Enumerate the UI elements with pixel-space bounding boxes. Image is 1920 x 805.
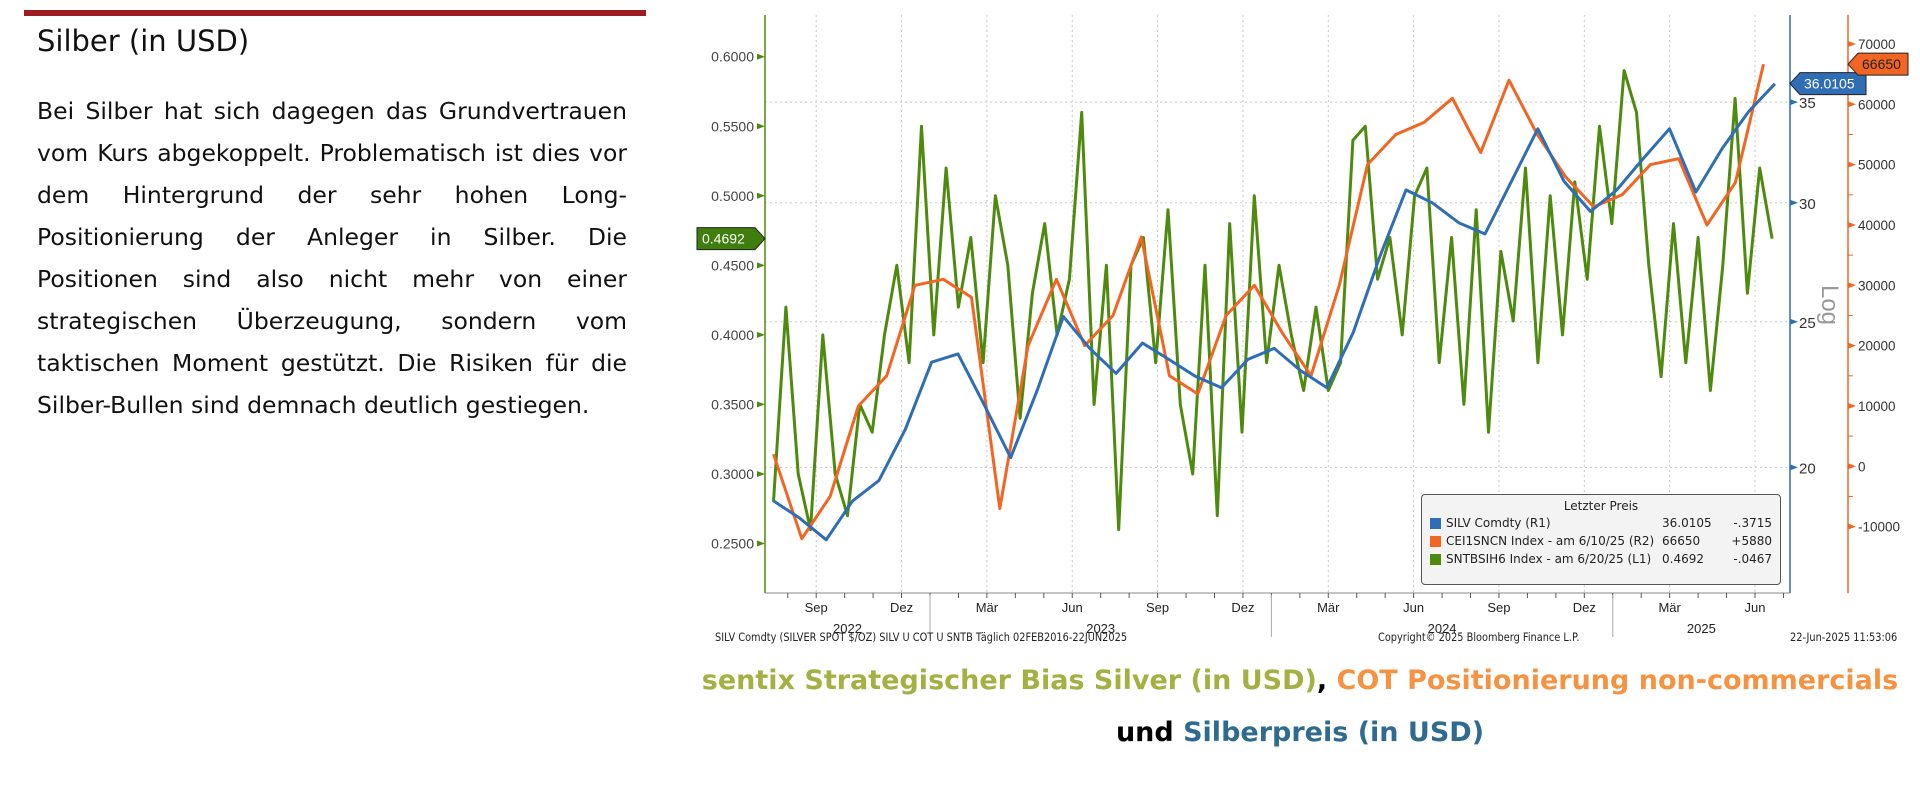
right-tick-label-silver: 25: [1799, 315, 1816, 332]
legend-name: SNTBSIH6 Index - am 6/20/25 (L1): [1446, 552, 1652, 566]
right-tick-label-cot: 0: [1858, 459, 1866, 474]
right-tick-cot: [1848, 402, 1856, 409]
caption-sep: ,: [1316, 665, 1328, 696]
x-year-label: 2025: [1687, 621, 1716, 636]
legend-change: -.3715: [1733, 516, 1772, 530]
silver-last-value-tag: [1789, 72, 1867, 96]
right-tick-label-cot: 40000: [1858, 218, 1896, 233]
right-tick-silver: [1790, 99, 1798, 106]
legend-change: +5880: [1731, 534, 1772, 548]
right-tick-cot: [1848, 282, 1856, 289]
x-tick-label: Sep: [1146, 600, 1169, 615]
right-tick-label-cot: 70000: [1858, 37, 1896, 52]
legend-swatch: [1430, 535, 1441, 547]
section-title: Silber (in USD): [37, 24, 250, 58]
right-tick-silver: [1790, 199, 1798, 206]
chart-caption: sentix Strategischer Bias Silver (in USD…: [700, 655, 1900, 759]
left-tick: [757, 401, 765, 408]
sentix-last-value-tag: [696, 227, 766, 251]
accent-bar: [24, 10, 646, 16]
right-tick-cot: [1848, 221, 1856, 228]
sentix-last-value-tag-label: 0.4692: [702, 231, 745, 247]
chart-legend: Letzter Preis SILV Comdty (R1) 36.0105 -.3…: [1421, 494, 1781, 585]
x-tick-label: Dez: [1231, 600, 1254, 615]
legend-name: SILV Comdty (R1): [1446, 516, 1551, 530]
right-tick-cot: [1848, 342, 1856, 349]
right-tick-silver: [1790, 318, 1798, 325]
x-tick-label: Sep: [1487, 600, 1510, 615]
left-tick-label: 0.4000: [711, 327, 754, 343]
right-tick-silver: [1790, 464, 1798, 471]
right-tick-label-silver: 30: [1799, 196, 1816, 213]
log-scale-label: Log: [1816, 285, 1843, 325]
left-tick-label: 0.6000: [711, 49, 754, 65]
right-tick-cot: [1848, 40, 1856, 47]
legend-swatch: [1430, 517, 1441, 529]
right-tick-label-cot: 50000: [1858, 158, 1896, 173]
left-tick-label: 0.2500: [711, 535, 754, 551]
chart-source: SILV Comdty (SILVER SPOT $/OZ) SILV U CO…: [715, 630, 1128, 644]
legend-swatch: [1430, 553, 1441, 565]
caption-sentix: sentix Strategischer Bias Silver (in USD…: [701, 665, 1317, 696]
right-tick-label-cot: 10000: [1858, 399, 1896, 414]
left-tick-label: 0.3000: [711, 466, 754, 482]
legend-row-cot: CEI1SNCN Index - am 6/10/25 (R2) 66650 +58…: [1430, 532, 1772, 550]
x-year-label: 2024: [1428, 621, 1457, 636]
left-tick-label: 0.4500: [711, 257, 754, 273]
caption-silver: Silberpreis (in USD): [1183, 717, 1485, 748]
left-tick: [757, 192, 765, 199]
series-line-sentix: [772, 69, 1774, 532]
legend-value: 0.4692: [1662, 552, 1704, 566]
legend-name: CEI1SNCN Index - am 6/10/25 (R2): [1446, 534, 1655, 548]
caption-cot: COT Positionierung non-commercials: [1327, 665, 1899, 696]
left-tick: [757, 540, 765, 547]
legend-value: 36.0105: [1662, 516, 1712, 530]
left-tick: [757, 331, 765, 338]
right-tick-cot: [1848, 101, 1856, 108]
x-tick-label: Mär: [1317, 600, 1340, 615]
right-tick-cot: [1848, 463, 1856, 470]
x-year-label: 2022: [833, 621, 862, 636]
cot-last-value-tag: [1847, 52, 1909, 76]
section-paragraph: Bei Silber hat sich dagegen das Grundver…: [37, 97, 627, 419]
x-tick-label: Sep: [805, 600, 828, 615]
series-line-silver: [772, 82, 1776, 542]
cot-last-value-tag-label: 66650: [1862, 56, 1901, 72]
legend-header: Letzter Preis: [1563, 499, 1639, 513]
right-tick-label-cot: 30000: [1858, 278, 1896, 293]
x-tick-label: Dez: [1573, 600, 1596, 615]
x-year-label: 2023: [1086, 621, 1115, 636]
right-tick-label-cot: 20000: [1858, 339, 1896, 354]
legend-row-sentix: SNTBSIH6 Index - am 6/20/25 (L1) 0.4692 -.…: [1430, 550, 1772, 568]
x-tick-label: Mär: [976, 600, 999, 615]
legend-row-silv: SILV Comdty (R1) 36.0105 -.3715: [1430, 514, 1772, 532]
left-tick-label: 0.5000: [711, 188, 754, 204]
right-tick-label-cot: -10000: [1858, 520, 1900, 535]
legend-value: 66650: [1662, 534, 1701, 548]
chart-copyright: Copyright© 2025 Bloomberg Finance L.P.: [1378, 630, 1580, 644]
right-tick-label-silver: 35: [1799, 95, 1816, 112]
x-tick-label: Jun: [1745, 600, 1766, 615]
right-tick-cot: [1848, 523, 1856, 530]
left-tick-label: 0.5500: [711, 118, 754, 134]
silver-last-value-tag-label: 36.0105: [1804, 76, 1855, 92]
left-tick: [757, 123, 765, 130]
silver-chart: 0.2500 0.3000 0.3500 0.4000 0.4500 0.5000 0.55…: [696, 15, 1909, 637]
x-tick-label: Jun: [1403, 600, 1424, 615]
left-tick: [757, 470, 765, 477]
caption-und: und: [1115, 717, 1184, 748]
left-tick-label: 0.3500: [711, 396, 754, 412]
x-tick-label: Dez: [890, 600, 913, 615]
right-tick-label-cot: 60000: [1858, 97, 1896, 112]
x-tick-label: Jun: [1062, 600, 1083, 615]
left-tick: [757, 53, 765, 60]
right-tick-cot: [1848, 161, 1856, 168]
chart-timestamp: 22-Jun-2025 11:53:06: [1790, 630, 1898, 644]
right-tick-label-silver: 20: [1799, 460, 1816, 477]
legend-change: -.0467: [1733, 552, 1772, 566]
left-tick: [757, 262, 765, 269]
x-tick-label: Mär: [1658, 600, 1681, 615]
